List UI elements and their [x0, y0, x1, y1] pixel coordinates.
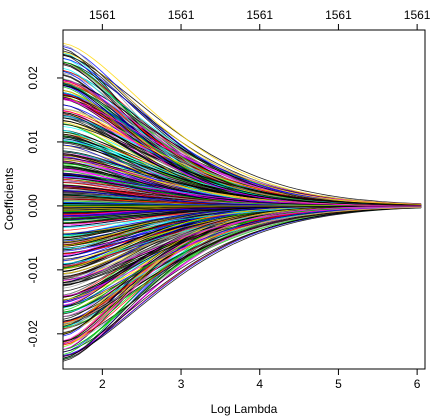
- y-tick-label: 0.01: [26, 130, 40, 154]
- y-tick-label: 0.02: [26, 66, 40, 90]
- top-tick-label: 1561: [404, 8, 431, 22]
- x-axis-top: 1561 1561 1561 1561 1561: [89, 8, 431, 31]
- top-tick-label: 1561: [168, 8, 195, 22]
- top-tick-label: 1561: [246, 8, 273, 22]
- coefficient-path: [62, 206, 422, 313]
- y-tick-label: -0.02: [26, 320, 40, 348]
- coefficient-path: [62, 124, 422, 206]
- x-tick-label: 6: [414, 377, 421, 391]
- coefficient-path: [62, 51, 422, 206]
- x-axis-bottom: 2 3 4 5 6: [99, 368, 421, 391]
- x-tick-label: 5: [335, 377, 342, 391]
- y-axis-left: -0.02 -0.01 0.00 0.01 0.02: [26, 66, 64, 348]
- coefficient-path: [62, 205, 422, 224]
- coefficient-path: [62, 205, 422, 345]
- coefficient-path: [62, 42, 422, 205]
- coefficient-path: [62, 97, 422, 207]
- x-axis-title: Log Lambda: [211, 402, 278, 416]
- x-tick-label: 4: [256, 377, 263, 391]
- x-tick-label: 2: [99, 377, 106, 391]
- top-tick-label: 1561: [89, 8, 116, 22]
- coefficient-path: [62, 112, 422, 206]
- y-tick-label: -0.01: [26, 256, 40, 284]
- coefficient-paths: [62, 42, 422, 362]
- coefficient-path: [62, 54, 422, 205]
- coefficient-path: [62, 206, 422, 307]
- coefficient-path: [62, 207, 422, 342]
- y-tick-label: 0.00: [26, 194, 40, 218]
- y-axis-title: Coefficients: [2, 168, 16, 230]
- coefficient-path: [62, 206, 422, 325]
- coefficient-path: [62, 207, 422, 357]
- top-tick-label: 1561: [325, 8, 352, 22]
- x-tick-label: 3: [178, 377, 185, 391]
- coefficient-path: [62, 206, 422, 300]
